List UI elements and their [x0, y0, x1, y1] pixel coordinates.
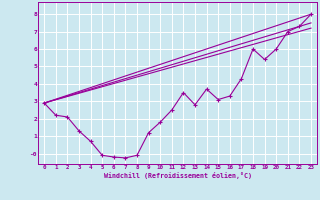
- X-axis label: Windchill (Refroidissement éolien,°C): Windchill (Refroidissement éolien,°C): [104, 172, 252, 179]
